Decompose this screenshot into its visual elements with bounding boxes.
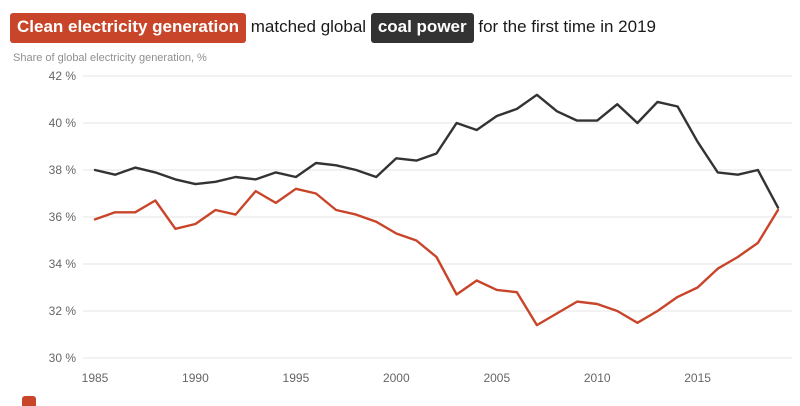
title-highlight-coal: coal power <box>370 13 474 43</box>
y-tick-label: 30 % <box>49 351 77 365</box>
title-text-middle: matched global <box>250 17 367 36</box>
y-tick-label: 36 % <box>49 210 77 224</box>
clean-electricity-line <box>93 187 780 326</box>
x-tick-label: 2000 <box>383 371 410 385</box>
logo-mark <box>22 396 36 406</box>
y-tick-label: 42 % <box>49 69 77 83</box>
chart-header: Clean electricity generation matched glo… <box>0 0 800 64</box>
title-highlight-clean: Clean electricity generation <box>10 13 247 43</box>
y-tick-label: 34 % <box>49 257 77 271</box>
x-tick-label: 1995 <box>283 371 310 385</box>
title-text-end: for the first time in 2019 <box>478 17 656 36</box>
y-tick-label: 38 % <box>49 163 77 177</box>
x-tick-label: 2010 <box>584 371 611 385</box>
x-tick-label: 2015 <box>684 371 711 385</box>
chart-title: Clean electricity generation matched glo… <box>10 13 790 43</box>
y-tick-label: 40 % <box>49 116 77 130</box>
y-tick-label: 32 % <box>49 304 77 318</box>
x-tick-label: 2005 <box>483 371 510 385</box>
chart-subtitle: Share of global electricity generation, … <box>13 51 207 64</box>
x-tick-label: 1985 <box>82 371 109 385</box>
line-chart: 30 % 32 % 34 % 36 % 38 % 40 % 42 % 1985 1990 1995… <box>49 69 792 385</box>
x-tick-label: 1990 <box>182 371 209 385</box>
coal-power-line <box>93 93 780 209</box>
